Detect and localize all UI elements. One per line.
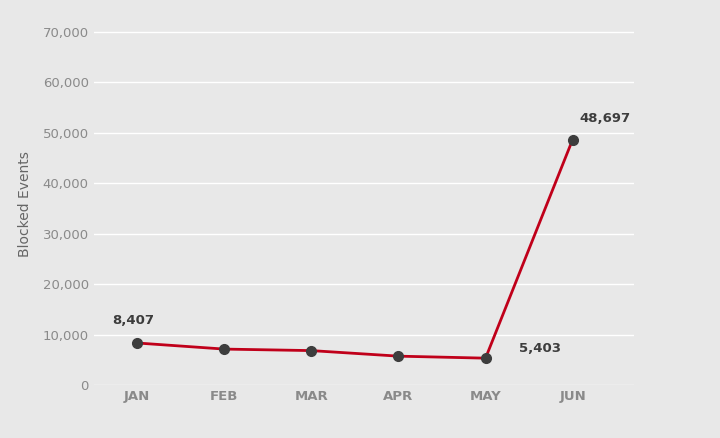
Text: 5,403: 5,403	[518, 342, 561, 355]
Text: 48,697: 48,697	[580, 113, 631, 125]
Point	[218, 346, 230, 353]
Point	[131, 339, 143, 346]
Point	[305, 347, 317, 354]
Point	[480, 355, 491, 362]
Point	[567, 136, 578, 143]
Point	[392, 353, 404, 360]
Text: 8,407: 8,407	[112, 314, 154, 327]
Y-axis label: Blocked Events: Blocked Events	[17, 151, 32, 257]
